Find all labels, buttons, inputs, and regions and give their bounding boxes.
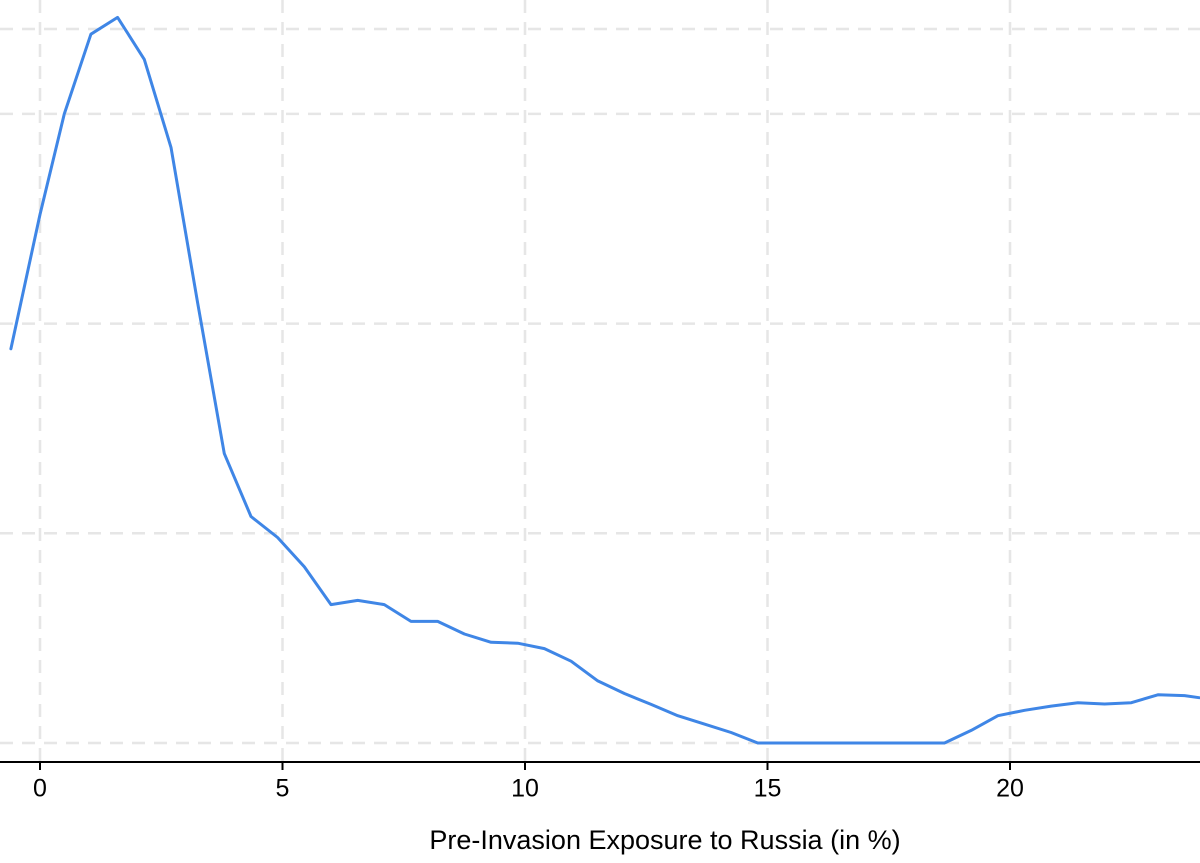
x-tick-label: 10 — [511, 775, 539, 803]
gridlines — [0, 0, 1200, 762]
x-tick-label: 0 — [33, 775, 47, 803]
series-layer — [9, 15, 1200, 745]
x-axis-ticks: 0 5 10 15 20 — [33, 762, 1024, 803]
x-tick-label: 5 — [276, 775, 290, 803]
density-line — [9, 15, 1200, 745]
x-tick-label: 20 — [996, 775, 1024, 803]
x-tick-label: 15 — [754, 775, 782, 803]
x-axis-title: Pre-Invasion Exposure to Russia (in %) — [429, 825, 900, 855]
